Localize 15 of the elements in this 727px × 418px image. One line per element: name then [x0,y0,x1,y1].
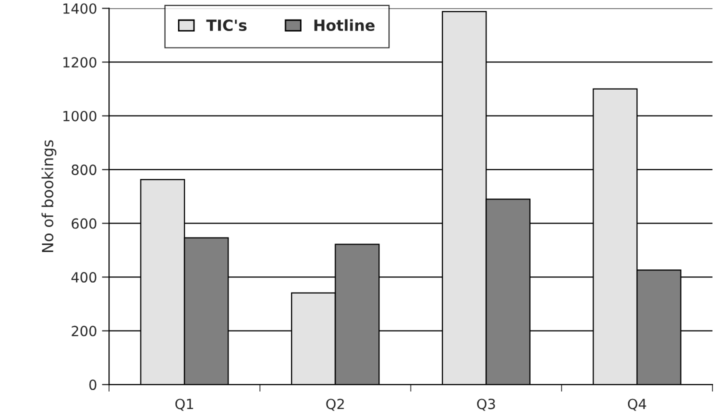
y-tick-label: 1200 [63,57,96,68]
y-tick-label: 400 [71,272,96,283]
y-tick-label: 0 [89,380,96,390]
y-tick-label: 200 [72,326,96,336]
x-tick-label: Q4 [628,398,646,411]
x-tick-label: Q3 [477,398,495,411]
y-tick-label: 800 [72,164,96,176]
x-tick-label: Q1 [175,398,194,411]
y-axis-title: No of bookings [42,140,56,252]
x-tick-label: Q2 [326,398,344,411]
legend-label: TIC's [206,19,247,32]
y-tick-label: 1000 [63,110,96,122]
y-tick-label: 600 [72,218,96,229]
y-tick-label: 1400 [63,3,96,14]
legend-label: Hotline [314,19,375,32]
